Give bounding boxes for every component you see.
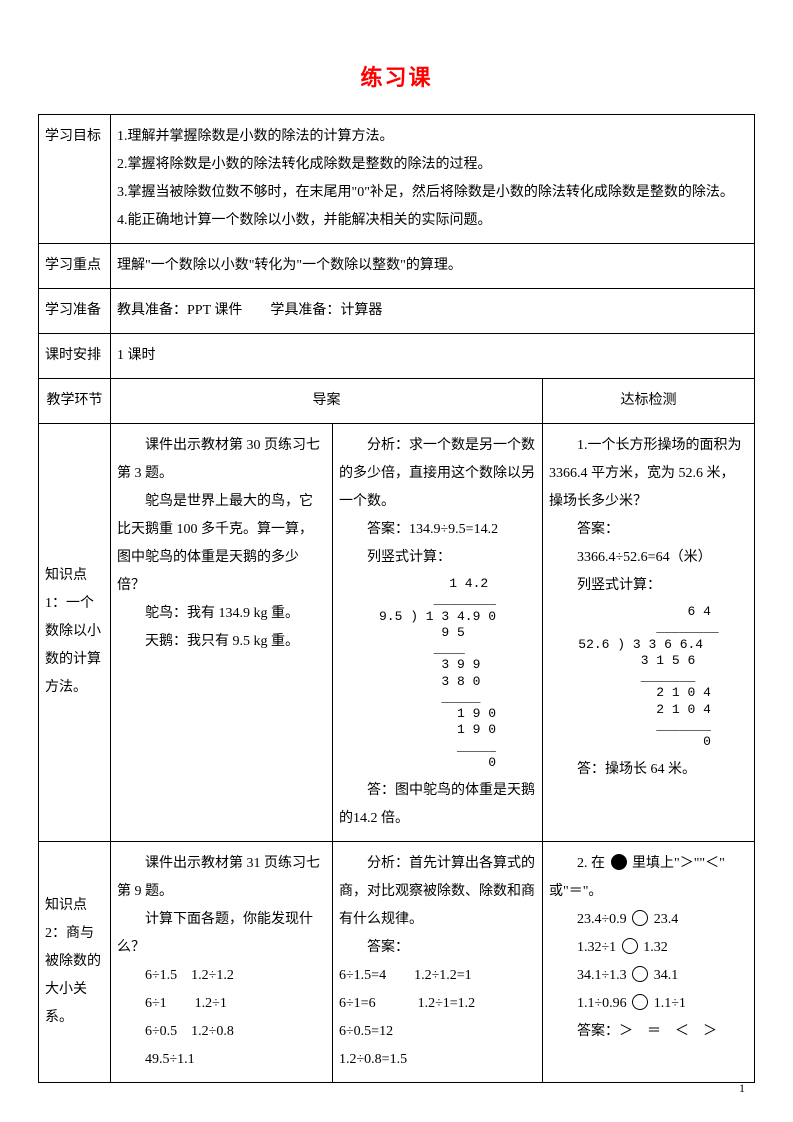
kp2-ex4: 49.5÷1.1 [117,1046,326,1074]
kp1-check: 1.一个长方形操场的面积为3366.4 平方米，宽为 52.6 米，操场长多少米… [543,424,755,842]
kp2-guide-mid: 分析：首先计算出各算式的商，对比观察被除数、除数和商有什么规律。 答案： 6÷1… [333,841,543,1082]
objectives-content: 1.理解并掌握除数是小数的除法的计算方法。 2.掌握将除数是小数的除法转化成除数… [111,115,755,244]
row-objectives: 学习目标 1.理解并掌握除数是小数的除法的计算方法。 2.掌握将除数是小数的除法… [39,115,755,244]
check-header: 达标检测 [543,379,755,424]
kp2-m1: 分析：首先计算出各算式的商，对比观察被除数、除数和商有什么规律。 [339,850,536,934]
keypoint-label: 学习重点 [39,244,111,289]
row-period: 课时安排 1 课时 [39,334,755,379]
kp2-ex2: 6÷1 1.2÷1 [117,990,326,1018]
kp2-i1a: 1.32÷1 [577,940,616,955]
kp2-item-1: 1.32÷1 1.32 [549,934,748,962]
kp1-l4: 天鹅：我只有 9.5 kg 重。 [117,628,326,656]
row-kp2: 知识点 2：商与被除数的大小关系。 课件出示教材第 31 页练习七第 9 题。 … [39,841,755,1082]
objective-3: 3.掌握当被除数位数不够时，在末尾用"0"补足，然后将除数是小数的除法转化成除数… [117,179,748,207]
circle-blank-icon [622,938,638,954]
kp2-i1b: 1.32 [643,940,668,955]
kp2-guide-left: 课件出示教材第 31 页练习七第 9 题。 计算下面各题，你能发现什么？ 6÷1… [111,841,333,1082]
circle-blank-icon [632,966,648,982]
lesson-plan-table: 学习目标 1.理解并掌握除数是小数的除法的计算方法。 2.掌握将除数是小数的除法… [38,114,755,1083]
prep-content: 教具准备：PPT 课件 学具准备：计算器 [111,289,755,334]
kp1-l3: 鸵鸟：我有 134.9 kg 重。 [117,600,326,628]
kp2-a4: 1.2÷0.8=1.5 [339,1046,536,1074]
kp2-item-0: 23.4÷0.9 23.4 [549,906,748,934]
guide-header: 导案 [111,379,543,424]
row-keypoint: 学习重点 理解"一个数除以小数"转化为"一个数除以整数"的算理。 [39,244,755,289]
kp2-item-3: 1.1÷0.96 1.1÷1 [549,990,748,1018]
kp2-l1: 课件出示教材第 31 页练习七第 9 题。 [117,850,326,906]
kp1-m4: 答：图中鸵鸟的体重是天鹅的14.2 倍。 [339,777,536,833]
prep-label: 学习准备 [39,289,111,334]
page-title: 练习课 [38,60,755,92]
circle-filled-icon [611,854,627,870]
period-content: 1 课时 [111,334,755,379]
kp2-a1: 6÷1.5=4 1.2÷1.2=1 [339,962,536,990]
kp1-m2: 答案：134.9÷9.5=14.2 [339,516,536,544]
kp1-r3: 3366.4÷52.6=64（米） [549,544,748,572]
kp1-l1: 课件出示教材第 30 页练习七第 3 题。 [117,432,326,488]
kp2-ans: 答案：＞ ＝ ＜ ＞ [549,1018,748,1046]
kp1-longdiv: 1 4.2 ________ 9.5 ) 1 3 4.9 0 9 5 ____ … [379,576,496,771]
kp1-m1: 分析：求一个数是另一个数的多少倍，直接用这个数除以另一个数。 [339,432,536,516]
kp2-item-2: 34.1÷1.3 34.1 [549,962,748,990]
kp2-l2: 计算下面各题，你能发现什么？ [117,906,326,962]
kp2-i0a: 23.4÷0.9 [577,912,627,927]
kp2-check: 2. 在 里填上"＞""＜" 或"＝"。 23.4÷0.9 23.4 1.32÷… [543,841,755,1082]
objective-2: 2.掌握将除数是小数的除法转化成除数是整数的除法的过程。 [117,151,748,179]
kp2-stem: 2. 在 里填上"＞""＜" [549,850,748,878]
objective-1: 1.理解并掌握除数是小数的除法的计算方法。 [117,123,748,151]
kp2-label: 知识点 2：商与被除数的大小关系。 [39,841,111,1082]
period-label: 课时安排 [39,334,111,379]
stage-header: 教学环节 [39,379,111,424]
kp1-r1: 1.一个长方形操场的面积为3366.4 平方米，宽为 52.6 米，操场长多少米… [549,432,748,516]
objective-4: 4.能正确地计算一个数除以小数，并能解决相关的实际问题。 [117,207,748,235]
kp1-r2: 答案： [549,516,748,544]
kp2-i0b: 23.4 [654,912,679,927]
kp2-ex1: 6÷1.5 1.2÷1.2 [117,962,326,990]
kp2-i2b: 34.1 [654,968,679,983]
kp2-i3b: 1.1÷1 [654,996,686,1011]
keypoint-content: 理解"一个数除以小数"转化为"一个数除以整数"的算理。 [111,244,755,289]
row-headers: 教学环节 导案 达标检测 [39,379,755,424]
kp1-label: 知识点 1：一个数除以小数的计算方法。 [39,424,111,842]
row-prep: 学习准备 教具准备：PPT 课件 学具准备：计算器 [39,289,755,334]
kp2-stem-c: 或"＝"。 [549,878,748,906]
kp2-stem-b: 里填上"＞""＜" [632,856,725,871]
kp2-m2: 答案： [339,934,536,962]
kp1-longdiv-r: 6 4 ________ 52.6 ) 3 3 6 6.4 3 1 5 6 __… [578,604,718,750]
circle-blank-icon [632,994,648,1010]
kp2-ex3: 6÷0.5 1.2÷0.8 [117,1018,326,1046]
kp2-i3a: 1.1÷0.96 [577,996,627,1011]
kp2-i2a: 34.1÷1.3 [577,968,627,983]
kp2-stem-a: 2. 在 [577,856,605,871]
row-kp1: 知识点 1：一个数除以小数的计算方法。 课件出示教材第 30 页练习七第 3 题… [39,424,755,842]
kp2-a2: 6÷1=6 1.2÷1=1.2 [339,990,536,1018]
kp1-l2: 鸵鸟是世界上最大的鸟，它比天鹅重 100 多千克。算一算，图中鸵鸟的体重是天鹅的… [117,488,326,600]
kp1-guide-left: 课件出示教材第 30 页练习七第 3 题。 鸵鸟是世界上最大的鸟，它比天鹅重 1… [111,424,333,842]
kp1-m3: 列竖式计算： [339,544,536,572]
page-number: 1 [739,1081,745,1096]
circle-blank-icon [632,910,648,926]
kp1-guide-mid: 分析：求一个数是另一个数的多少倍，直接用这个数除以另一个数。 答案：134.9÷… [333,424,543,842]
kp1-r5: 答：操场长 64 米。 [549,756,748,784]
kp2-a3: 6÷0.5=12 [339,1018,536,1046]
kp1-r4: 列竖式计算： [549,572,748,600]
objectives-label: 学习目标 [39,115,111,244]
